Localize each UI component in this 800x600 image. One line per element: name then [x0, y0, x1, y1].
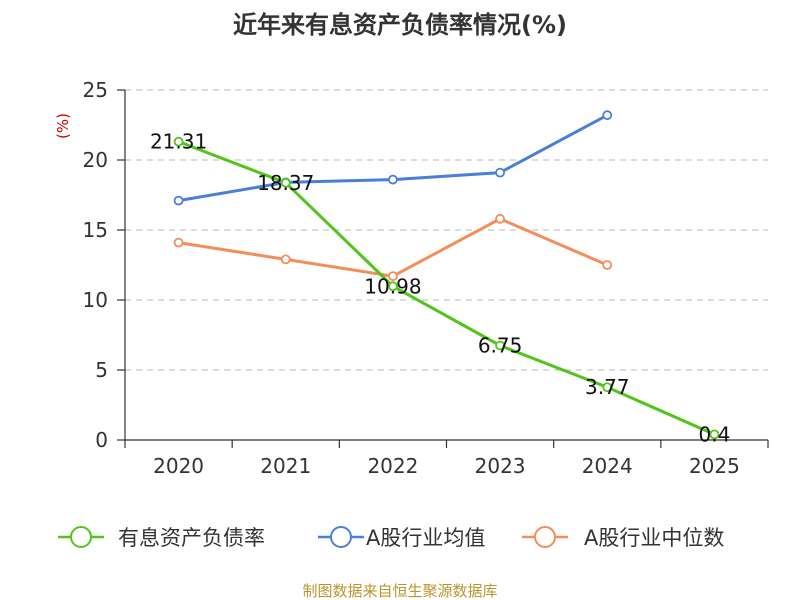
- data-point: [602, 110, 613, 121]
- legend-circle-marker: [70, 526, 92, 548]
- data-point: [495, 167, 505, 178]
- axes: [124, 90, 768, 441]
- data-point: [173, 136, 184, 147]
- data-label-2022: 10.98: [364, 274, 421, 298]
- x-tick-label-2022: 2022: [367, 454, 418, 478]
- series-1: [173, 110, 613, 206]
- data-point: [388, 281, 398, 292]
- legend-circle-marker: [330, 526, 352, 548]
- series-lines: [173, 110, 720, 440]
- data-label-2020: 21.31: [150, 130, 207, 154]
- y-tick-label: 5: [95, 358, 108, 382]
- data-point: [495, 340, 505, 351]
- legend[interactable]: 有息资产负债率 A股行业均值 A股行业中位数: [58, 526, 724, 550]
- y-axis-ticks: 0 5 10 15 20 25: [83, 78, 125, 452]
- chart-title: 近年来有息资产负债率情况(%): [233, 11, 567, 39]
- data-source-note: 制图数据来自恒生聚源数据库: [302, 582, 497, 600]
- legend-item-2[interactable]: A股行业中位数: [522, 526, 724, 550]
- series-line-1: [178, 113, 608, 203]
- data-label-2023: 6.75: [478, 334, 523, 358]
- data-labels: 21.31 18.37 10.98 6.75 3.77 0.4: [150, 130, 730, 447]
- x-tick-label-2024: 2024: [582, 454, 633, 478]
- data-point: [495, 213, 505, 224]
- data-point: [173, 237, 184, 248]
- data-point: [280, 177, 291, 188]
- data-point: [709, 429, 720, 440]
- data-point: [388, 271, 398, 282]
- series-line-2: [178, 217, 608, 278]
- data-label-2025: 0.4: [699, 422, 731, 446]
- x-tick-label-2021: 2021: [260, 454, 311, 478]
- grid-lines: [125, 89, 768, 371]
- y-tick-label: 15: [83, 218, 108, 242]
- x-tick-label-2025: 2025: [689, 454, 740, 478]
- y-tick-label: 25: [83, 78, 108, 102]
- legend-label: 有息资产负债率: [118, 526, 265, 550]
- data-point: [388, 174, 398, 185]
- series-2: [173, 213, 613, 282]
- data-point: [602, 260, 613, 270]
- y-axis-unit: (%): [54, 113, 72, 139]
- data-label-2021: 18.37: [257, 171, 314, 195]
- series-line-0: [178, 140, 716, 436]
- x-tick-label-2020: 2020: [153, 454, 204, 478]
- y-tick-label: 10: [83, 288, 108, 312]
- x-axis-ticks: 2020 2021 2022 2023 2024 2025: [124, 440, 769, 478]
- y-tick-label: 20: [83, 148, 108, 172]
- series-0: [173, 136, 720, 440]
- legend-item-0[interactable]: 有息资产负债率: [58, 526, 265, 550]
- legend-item-1[interactable]: A股行业均值: [318, 526, 485, 550]
- data-point: [173, 195, 184, 206]
- data-label-2024: 3.77: [585, 375, 630, 399]
- legend-circle-marker: [534, 526, 556, 548]
- legend-label: A股行业中位数: [584, 526, 724, 550]
- data-point: [602, 382, 613, 393]
- y-tick-label: 0: [95, 428, 108, 452]
- x-tick-label-2023: 2023: [475, 454, 526, 478]
- legend-label: A股行业均值: [366, 526, 485, 550]
- data-point: [280, 254, 291, 265]
